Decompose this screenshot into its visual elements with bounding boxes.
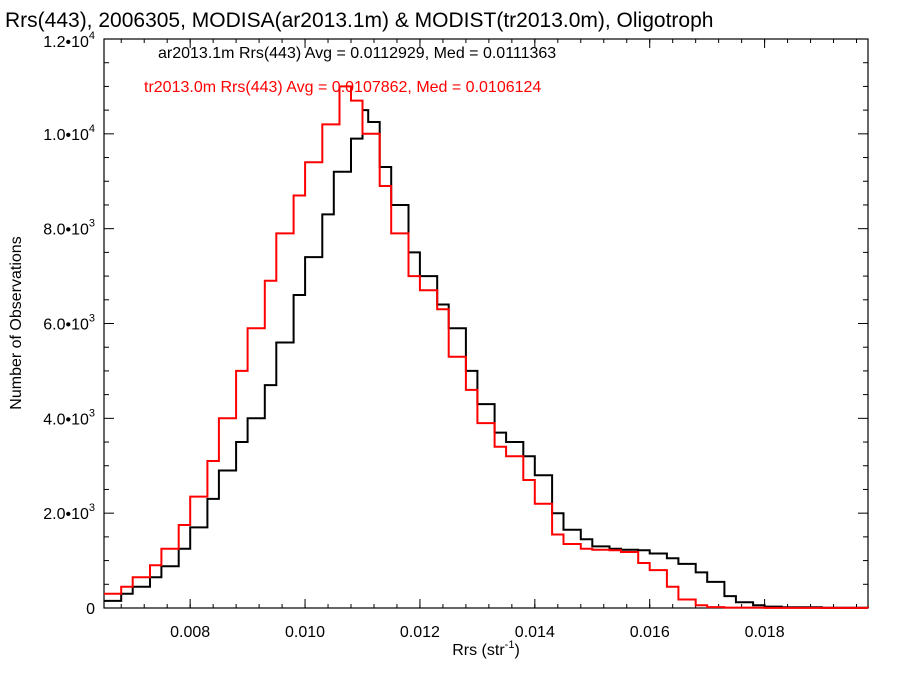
x-tick-label: 0.018 [745, 624, 785, 641]
x-tick-label: 0.010 [285, 624, 325, 641]
y-axis: 0 2.0•103 4.0•103 6.0•103 8.0•103 1.0•104 1.2•… [43, 30, 868, 618]
x-tick-label: 0.014 [515, 624, 555, 641]
y-tick-label: 6.0•103 [43, 313, 95, 334]
y-tick-label: 4.0•103 [43, 407, 95, 428]
plot-frame [103, 38, 869, 609]
chart-title: Rrs(443), 2006305, MODISA(ar2013.1m) & M… [5, 9, 713, 32]
y-tick-label: 0 [86, 601, 95, 618]
series-layer [104, 85, 869, 609]
y-tick-label: 8.0•103 [43, 218, 95, 239]
y-tick-label: 2.0•103 [43, 502, 95, 523]
y-tick-label: 1.0•104 [43, 123, 95, 144]
legend-entry-tr2013: tr2013.0m Rrs(443) Avg = 0.0107862, Med … [144, 79, 541, 96]
y-tick-label: 1.2•104 [43, 30, 95, 51]
series-line-tr2013 [104, 85, 869, 609]
x-tick-label: 0.008 [170, 624, 210, 641]
x-tick-label: 0.012 [400, 624, 440, 641]
x-tick-label: 0.016 [630, 624, 670, 641]
legend-entry-ar2013: ar2013.1m Rrs(443) Avg = 0.0112929, Med … [158, 45, 556, 62]
x-axis-label: Rrs (str-1) [452, 639, 520, 659]
x-axis: 0.008 0.010 0.012 0.014 0.016 0.018 [120, 39, 858, 641]
y-axis-label: Number of Observations [8, 236, 25, 409]
series-line-ar2013 [104, 109, 869, 609]
